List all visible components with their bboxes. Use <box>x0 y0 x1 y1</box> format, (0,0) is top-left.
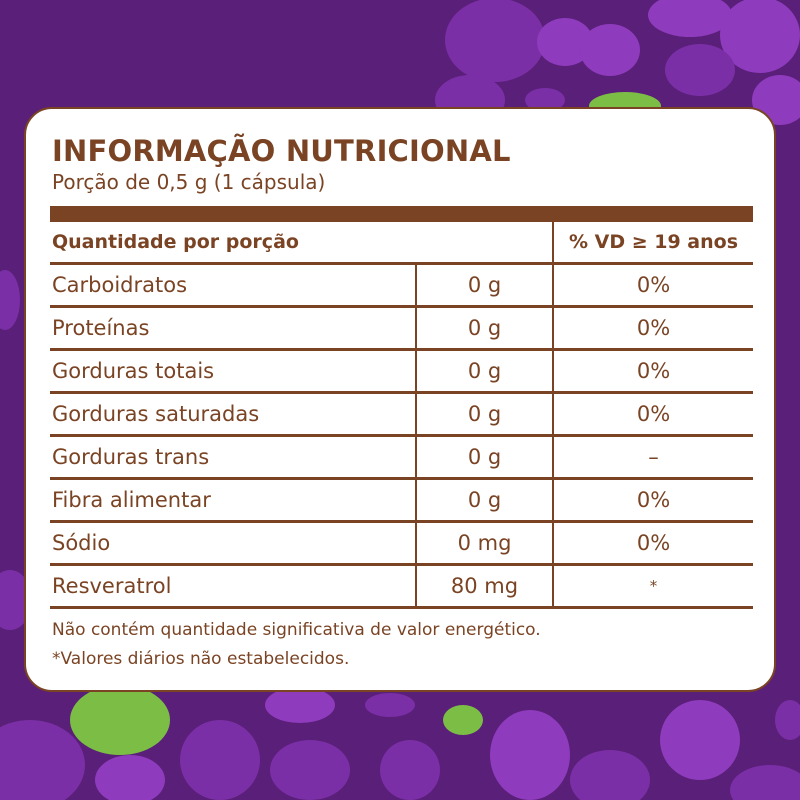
grape-blob <box>380 740 440 800</box>
table-row: Proteínas 0 g 0% <box>50 308 753 351</box>
nutrient-daily-value: 0% <box>552 265 753 305</box>
grape-blob <box>570 750 650 800</box>
nutrient-name: Gorduras saturadas <box>52 402 260 426</box>
grape-blob <box>730 765 800 800</box>
table-row: Sódio 0 mg 0% <box>50 523 753 566</box>
label-title: INFORMAÇÃO NUTRICIONAL <box>52 134 511 168</box>
footnotes: Não contém quantidade significativa de v… <box>52 616 541 674</box>
grape-blob <box>180 720 260 800</box>
grape-blob <box>537 18 593 66</box>
footnote-daily-values: *Valores diários não estabelecidos. <box>52 649 350 669</box>
grape-blob <box>270 740 350 800</box>
nutrient-amount: 0 g <box>415 265 552 305</box>
nutrient-name: Resveratrol <box>52 574 172 598</box>
grape-blob <box>445 0 545 82</box>
table-row: Carboidratos 0 g 0% <box>50 265 753 308</box>
header-divider-bar <box>50 206 753 222</box>
green-blob <box>70 685 170 755</box>
grape-blob <box>95 755 165 800</box>
nutrient-daily-value: 0% <box>552 523 753 563</box>
nutrient-daily-value: * <box>552 566 753 606</box>
serving-size: Porção de 0,5 g (1 cápsula) <box>52 170 326 194</box>
nutrient-daily-value: 0% <box>552 308 753 348</box>
nutrient-amount: 80 mg <box>415 566 552 606</box>
nutrient-daily-value: 0% <box>552 480 753 520</box>
nutrient-amount: 0 g <box>415 394 552 434</box>
nutrition-label-card: INFORMAÇÃO NUTRICIONAL Porção de 0,5 g (… <box>24 107 776 692</box>
table-row: Gorduras saturadas 0 g 0% <box>50 394 753 437</box>
grape-blob <box>0 270 20 330</box>
grape-blob <box>365 693 415 717</box>
grape-blob <box>490 710 570 800</box>
nutrient-daily-value: 0% <box>552 394 753 434</box>
nutrient-amount: 0 g <box>415 308 552 348</box>
header-quantity: Quantidade por porção <box>52 231 299 253</box>
grape-blob <box>665 44 735 96</box>
header-daily-value: % VD ≥ 19 anos <box>552 222 753 262</box>
nutrient-amount: 0 g <box>415 480 552 520</box>
nutrient-amount: 0 g <box>415 437 552 477</box>
grape-blob <box>0 720 85 800</box>
nutrient-name: Carboidratos <box>52 273 188 297</box>
nutrient-name: Proteínas <box>52 316 150 340</box>
grape-blob <box>660 700 740 780</box>
nutrient-daily-value: – <box>552 437 753 477</box>
grape-blob <box>0 570 32 630</box>
grape-blob <box>265 687 335 723</box>
grape-blob <box>720 0 800 73</box>
nutrient-name: Gorduras trans <box>52 445 210 469</box>
grape-blob <box>525 88 565 112</box>
green-blob <box>443 705 483 735</box>
nutrient-name: Sódio <box>52 531 111 555</box>
nutrient-daily-value: 0% <box>552 351 753 391</box>
footnote-energy: Não contém quantidade significativa de v… <box>52 620 541 640</box>
table-row: Resveratrol 80 mg * <box>50 566 753 609</box>
nutrient-amount: 0 g <box>415 351 552 391</box>
table-row: Fibra alimentar 0 g 0% <box>50 480 753 523</box>
table-header-row: Quantidade por porção % VD ≥ 19 anos <box>50 222 753 265</box>
nutrition-table: Quantidade por porção % VD ≥ 19 anos Car… <box>50 222 753 609</box>
nutrient-amount: 0 mg <box>415 523 552 563</box>
table-row: Gorduras trans 0 g – <box>50 437 753 480</box>
grape-blob <box>648 0 732 37</box>
nutrient-name: Fibra alimentar <box>52 488 211 512</box>
table-row: Gorduras totais 0 g 0% <box>50 351 753 394</box>
grape-blob <box>580 24 640 76</box>
grape-blob <box>775 700 800 740</box>
nutrient-name: Gorduras totais <box>52 359 215 383</box>
